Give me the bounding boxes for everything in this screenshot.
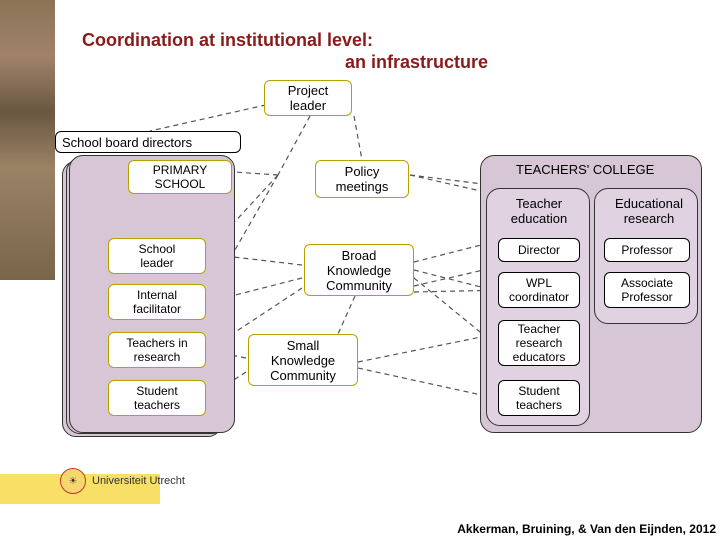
- right-row-0-left: Director: [498, 238, 580, 262]
- right-row-1-left-label: WPLcoordinator: [509, 276, 569, 304]
- project-leader-label: Projectleader: [288, 83, 328, 113]
- left-item-2-label: Teachers inresearch: [126, 336, 187, 364]
- project-leader-box: Projectleader: [264, 80, 352, 116]
- title-line-2: an infrastructure: [345, 52, 488, 73]
- right-row-2-left: Teacherresearcheducators: [498, 320, 580, 366]
- logo-sun-icon: ☀: [60, 468, 86, 494]
- right-row-1-left: WPLcoordinator: [498, 272, 580, 308]
- citation-text: Akkerman, Bruining, & Van den Eijnden, 2…: [457, 522, 716, 536]
- left-item-3-label: Studentteachers: [134, 384, 180, 412]
- broad-kc-label: BroadKnowledgeCommunity: [326, 248, 392, 293]
- right-row-3-left: Studentteachers: [498, 380, 580, 416]
- right-heading: TEACHERS' COLLEGE: [516, 162, 654, 177]
- left-item-3: Studentteachers: [108, 380, 206, 416]
- right-row-0-right-label: Professor: [621, 243, 672, 257]
- left-heading-label: PRIMARYSCHOOL: [153, 163, 207, 191]
- left-item-0-label: Schoolleader: [139, 242, 176, 270]
- logo-text: Universiteit Utrecht: [92, 475, 185, 487]
- small-kc-label: SmallKnowledgeCommunity: [270, 338, 336, 383]
- right-row-0-right: Professor: [604, 238, 690, 262]
- left-photo-strip: [0, 0, 55, 280]
- right-row-3-left-label: Studentteachers: [516, 384, 562, 412]
- left-heading: PRIMARYSCHOOL: [128, 160, 232, 194]
- right-row-1-right: AssociateProfessor: [604, 272, 690, 308]
- school-board-box: School board directors: [55, 131, 241, 153]
- university-logo: ☀ Universiteit Utrecht: [60, 468, 220, 494]
- policy-meetings-box: Policymeetings: [315, 160, 409, 198]
- right-block-left-label: Teachereducation: [504, 196, 574, 226]
- left-item-1: Internalfacilitator: [108, 284, 206, 320]
- policy-meetings-label: Policymeetings: [336, 164, 389, 194]
- right-row-2-left-label: Teacherresearcheducators: [513, 322, 566, 364]
- small-kc-box: SmallKnowledgeCommunity: [248, 334, 358, 386]
- left-item-0: Schoolleader: [108, 238, 206, 274]
- left-item-1-label: Internalfacilitator: [133, 288, 181, 316]
- school-board-label: School board directors: [62, 135, 192, 150]
- broad-kc-box: BroadKnowledgeCommunity: [304, 244, 414, 296]
- right-row-0-left-label: Director: [518, 243, 560, 257]
- right-block-right-label: Educationalresearch: [606, 196, 692, 226]
- title-line-1: Coordination at institutional level:: [82, 30, 373, 51]
- right-row-1-right-label: AssociateProfessor: [621, 276, 673, 304]
- left-item-2: Teachers inresearch: [108, 332, 206, 368]
